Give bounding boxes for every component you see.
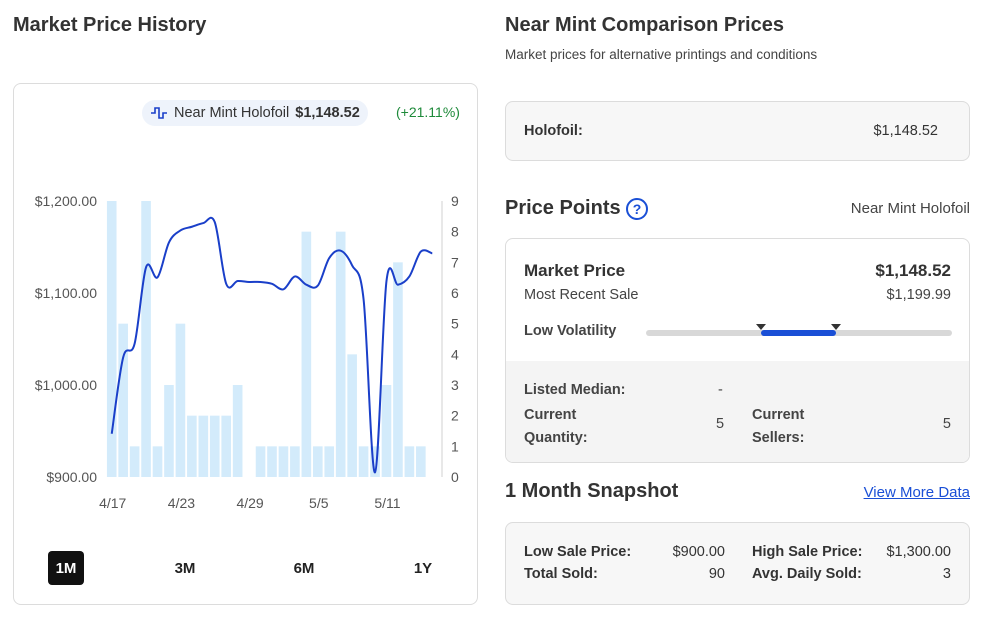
range-button-1y[interactable]: 1Y <box>413 559 433 577</box>
current-quantity-value: 5 <box>716 416 725 432</box>
listed-median-label: Listed Median: <box>524 382 626 398</box>
y-right-tick-label: 0 <box>451 469 459 485</box>
market-price-value: $1,148.52 <box>875 261 951 280</box>
x-tick-label: 5/5 <box>309 495 329 511</box>
x-tick-label: 4/17 <box>99 495 126 511</box>
y-right-tick-label: 2 <box>451 408 459 424</box>
price-points-details <box>506 361 969 462</box>
volume-bar <box>404 446 415 477</box>
most-recent-sale-label: Most Recent Sale <box>524 287 639 303</box>
volume-bar <box>416 446 426 477</box>
x-tick-label: 5/11 <box>374 495 400 511</box>
volume-bar <box>393 262 403 477</box>
y-left-tick-label: $1,100.00 <box>35 285 97 301</box>
volume-bar <box>106 201 117 477</box>
current-sellers-value: 5 <box>942 416 951 432</box>
volume-bar <box>129 446 140 477</box>
price-line <box>110 216 433 474</box>
low-sale-price-label: Low Sale Price: <box>524 544 632 560</box>
market-price-history-title: Market Price History <box>13 14 207 36</box>
price-points-condition: Near Mint Holofoil <box>850 200 970 217</box>
y-left-tick-label: $1,000.00 <box>35 377 97 393</box>
volume-bar <box>175 323 186 477</box>
volume-bar <box>370 446 380 477</box>
volume-bar <box>118 323 128 477</box>
line-series-icon <box>151 107 167 119</box>
most-recent-sale-value: $1,199.99 <box>886 287 951 303</box>
volume-bar <box>152 446 163 477</box>
comparison-prices-title: Near Mint Comparison Prices <box>505 14 784 36</box>
y-right-tick-label: 8 <box>451 224 459 240</box>
y-left-tick-label: $1,200.00 <box>35 193 97 209</box>
volume-bar <box>358 446 369 477</box>
volume-bar <box>221 415 232 477</box>
y-right-tick-label: 9 <box>451 193 459 209</box>
avg-daily-sold-label: Avg. Daily Sold: <box>752 566 862 582</box>
x-tick-label: 4/23 <box>168 495 195 511</box>
legend-price-change: (+21.11%) <box>396 104 460 120</box>
price-points-title: Price Points <box>505 197 621 219</box>
current-quantity-label: Current Quantity: <box>524 407 588 446</box>
volume-bar <box>347 354 357 477</box>
snapshot-card: Low Sale Price: $900.00 High Sale Price:… <box>505 522 970 605</box>
volume-bar <box>381 385 392 477</box>
price-history-chart-card <box>13 83 478 605</box>
volatility-low-marker <box>755 324 766 330</box>
volume-bar <box>255 446 266 477</box>
total-sold-value: 90 <box>708 566 725 582</box>
volume-bar <box>335 231 346 477</box>
volatility-meter <box>646 324 952 336</box>
high-sale-price-label: High Sale Price: <box>752 544 863 560</box>
holofoil-price-card: Holofoil: $1,148.52 <box>505 101 970 161</box>
range-button-1m[interactable]: 1M <box>48 551 84 585</box>
view-more-data-link[interactable]: View More Data <box>863 484 970 501</box>
volume-bar <box>164 385 174 477</box>
volume-bar <box>312 446 323 477</box>
x-tick-label: 4/29 <box>236 495 263 511</box>
price-points-card: Market Price $1,148.52 Most Recent Sale … <box>505 238 970 463</box>
volatility-high-marker <box>830 324 841 330</box>
market-price-label: Market Price <box>524 261 626 280</box>
snapshot-title: 1 Month Snapshot <box>505 480 679 502</box>
low-sale-price-value: $900.00 <box>672 544 725 560</box>
help-icon[interactable]: ? <box>626 198 648 220</box>
current-sellers-label: Current Sellers: <box>752 407 805 446</box>
volume-bar <box>232 385 243 477</box>
volume-bar <box>267 446 277 477</box>
volume-bar <box>187 415 197 477</box>
volume-bar <box>324 446 335 477</box>
range-button-3m[interactable]: 3M <box>174 559 196 577</box>
holofoil-label: Holofoil: <box>524 123 583 139</box>
avg-daily-sold-value: 3 <box>942 566 951 582</box>
y-left-tick-label: $900.00 <box>46 469 97 485</box>
volume-bar <box>301 231 312 477</box>
legend-series-name: Near Mint Holofoil <box>174 105 290 121</box>
volume-bar <box>290 446 300 477</box>
legend-series-price: $1,148.52 <box>295 105 360 121</box>
y-right-tick-label: 3 <box>451 377 459 393</box>
comparison-prices-subtitle: Market prices for alternative printings … <box>505 47 818 62</box>
volume-bar <box>198 415 209 477</box>
volume-bar <box>141 201 151 477</box>
y-right-tick-label: 4 <box>451 346 459 362</box>
y-right-tick-label: 7 <box>451 254 459 270</box>
y-right-tick-label: 6 <box>451 285 459 301</box>
high-sale-price-value: $1,300.00 <box>886 544 951 560</box>
volatility-label: Low Volatility <box>524 323 617 339</box>
listed-median-value: - <box>718 382 723 398</box>
y-right-tick-label: 1 <box>451 438 459 454</box>
total-sold-label: Total Sold: <box>524 566 598 582</box>
y-right-tick-label: 5 <box>451 316 459 332</box>
range-button-6m[interactable]: 6M <box>293 559 315 577</box>
volume-bar <box>209 415 220 477</box>
volatility-range <box>760 330 836 336</box>
volume-bar <box>278 446 289 477</box>
holofoil-value: $1,148.52 <box>873 123 938 139</box>
chart-legend[interactable]: Near Mint Holofoil $1,148.52 <box>142 100 368 126</box>
